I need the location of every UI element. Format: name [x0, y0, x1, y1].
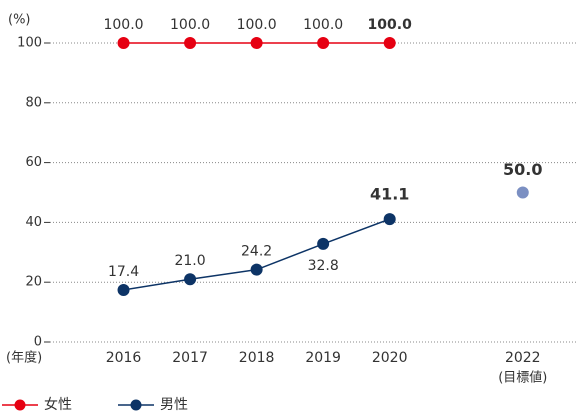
y-tick-label: 0 [34, 335, 42, 350]
value-label: 100.0 [237, 17, 277, 33]
point [383, 213, 396, 226]
value-label: 32.8 [308, 258, 339, 274]
x-tick-label: 2017 [172, 350, 208, 366]
x-axis-label: (年度) [6, 350, 42, 366]
y-tick-label: 40 [25, 215, 42, 230]
point [250, 263, 263, 276]
y-tick-label: 20 [25, 275, 42, 290]
unit-label: (%) [8, 13, 31, 28]
target-point [516, 186, 529, 199]
point [117, 37, 130, 49]
x-tick-label: 2016 [106, 350, 142, 366]
y-tick-label: 100 [17, 36, 42, 51]
x-tick-label: 2019 [305, 350, 341, 366]
value-label: 21.0 [174, 253, 205, 269]
x-tick-label: 2020 [372, 350, 408, 366]
y-tick-label: 60 [25, 155, 42, 170]
value-label: 41.1 [370, 185, 409, 204]
y-tick-label: 80 [25, 95, 42, 110]
point [383, 37, 396, 49]
value-label: 24.2 [241, 244, 272, 260]
point [117, 283, 130, 296]
point [317, 237, 330, 250]
value-label: 100.0 [103, 17, 143, 33]
legend-dot [14, 399, 26, 411]
value-label: 100.0 [368, 17, 413, 33]
target-value-label: 50.0 [503, 160, 542, 179]
legend-label: 男性 [160, 397, 188, 413]
target-label: (目標値) [498, 370, 547, 386]
point [250, 37, 263, 49]
value-label: 100.0 [170, 17, 210, 33]
legend-dot [130, 399, 142, 411]
value-label: 100.0 [303, 17, 343, 33]
point [184, 273, 197, 286]
x-tick-label: 2018 [239, 350, 275, 366]
x-tick-label: 2022 [505, 350, 541, 366]
point [317, 37, 330, 49]
point [184, 37, 197, 49]
legend-label: 女性 [44, 396, 72, 413]
value-label: 17.4 [108, 264, 139, 280]
